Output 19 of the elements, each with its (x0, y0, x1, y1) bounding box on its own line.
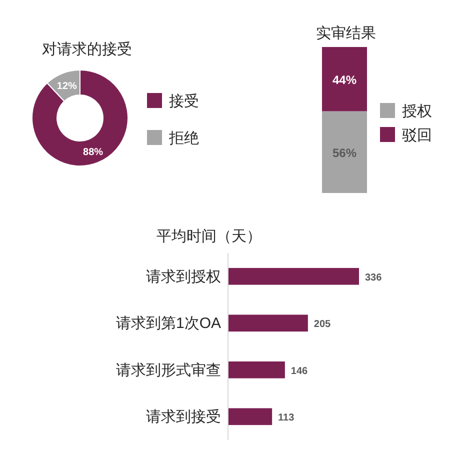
tick-label: 请求到形式审查 (116, 362, 221, 379)
title: 平均时间（天） (156, 228, 262, 245)
data-label: 205 (314, 319, 331, 330)
legend-label: 接受 (169, 93, 199, 110)
legend-label: 授权 (402, 103, 432, 120)
data-label: 336 (365, 272, 382, 284)
title: 对请求的接受 (42, 41, 132, 58)
data-label: 88% (83, 147, 104, 158)
legend-label: 拒绝 (169, 130, 199, 147)
data-label: 44% (332, 73, 357, 88)
legend-label: 驳回 (402, 127, 432, 144)
tick-label: 请求到授权 (146, 268, 221, 286)
tick-label: 请求到接受 (146, 408, 221, 426)
tick-label: 请求到第1次OA (116, 315, 221, 332)
data-label: 56% (332, 146, 357, 160)
data-label: 12% (56, 81, 77, 92)
title: 实审结果 (316, 25, 376, 42)
data-label: 146 (290, 366, 308, 377)
data-label: 113 (278, 412, 294, 424)
